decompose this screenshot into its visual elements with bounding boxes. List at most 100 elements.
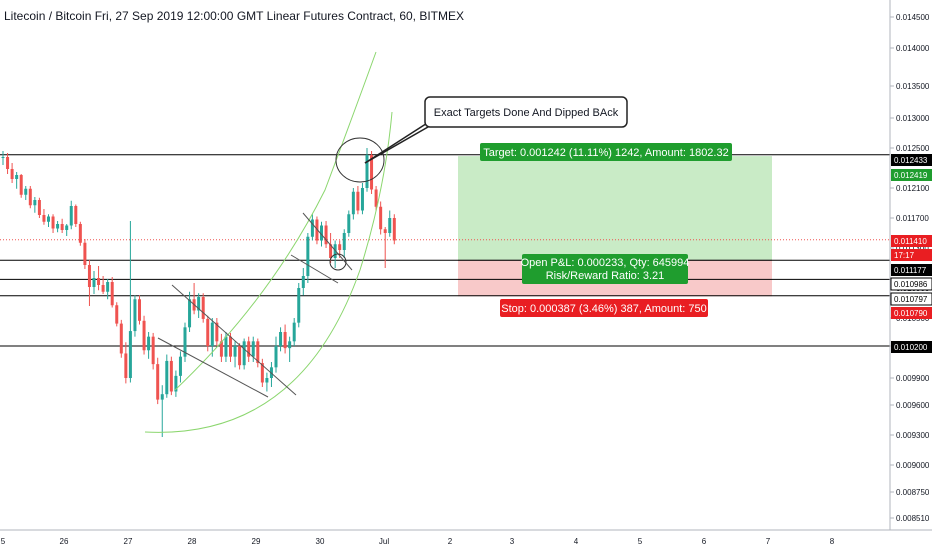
candle-body — [97, 278, 101, 285]
x-axis-label: 5 — [638, 537, 643, 546]
candle-body — [365, 155, 369, 188]
arc-curve-lower — [144, 111, 393, 433]
x-axis-label: 7 — [766, 537, 771, 546]
candle-body — [374, 189, 378, 207]
candle — [201, 293, 205, 323]
candle-body — [178, 356, 182, 376]
candle-body — [128, 331, 132, 378]
candle — [392, 214, 396, 245]
candle — [365, 148, 369, 192]
price-label-bg — [890, 292, 932, 306]
candle-body — [78, 224, 82, 243]
stop-label: Stop: 0.000387 (3.46%) 387, Amount: 750 — [501, 303, 706, 315]
candle-body — [338, 244, 342, 250]
callout-pointer — [364, 119, 433, 164]
candle-body — [320, 225, 323, 241]
arc-curve-upper — [174, 51, 377, 391]
candle — [279, 327, 283, 352]
candle-body — [229, 336, 232, 357]
x-axis-label: 4 — [574, 537, 579, 546]
callout-text: Exact Targets Done And Dipped BAck — [434, 107, 619, 119]
price-label-bg — [891, 307, 932, 319]
price-label-bg — [891, 341, 932, 353]
candle-body — [283, 332, 287, 349]
price-label: 0.010797 — [894, 295, 928, 304]
candle — [247, 336, 251, 362]
candle — [306, 233, 310, 283]
y-axis-label: 0.012500 — [896, 144, 930, 153]
y-axis-label: 0.012100 — [896, 184, 930, 193]
candle — [301, 268, 305, 296]
price-label: 0.011410 — [894, 237, 927, 246]
candle — [215, 318, 219, 346]
candle-body — [110, 282, 114, 306]
candle — [292, 318, 296, 346]
candle — [110, 277, 114, 308]
candle-body — [87, 265, 91, 287]
candle-body — [28, 188, 32, 206]
candle — [192, 283, 196, 315]
candle-body — [156, 364, 160, 400]
price-label-bg — [891, 264, 932, 276]
candle — [374, 186, 378, 211]
price-label-bg — [891, 235, 932, 247]
candle-body — [224, 336, 228, 357]
candle-body — [342, 233, 346, 250]
y-axis-label: 0.014000 — [896, 44, 930, 53]
candle-body — [301, 276, 305, 288]
trendline — [171, 284, 297, 396]
candle — [347, 210, 351, 237]
candle-body — [56, 224, 60, 229]
price-label: 0.012433 — [894, 156, 928, 165]
x-axis-label: 5 — [1, 537, 6, 546]
candle — [265, 372, 269, 392]
candle-body — [392, 218, 396, 241]
candle-body — [188, 299, 192, 328]
candle-body — [60, 224, 64, 230]
candle — [256, 338, 260, 368]
y-axis-label: 0.009600 — [896, 401, 930, 410]
candle — [297, 283, 301, 328]
trendline — [157, 337, 269, 398]
candle — [160, 385, 164, 437]
candle — [51, 214, 55, 233]
candle — [315, 216, 319, 245]
candle-body — [19, 175, 23, 195]
candle — [219, 333, 223, 362]
candle — [92, 271, 96, 294]
candle-body — [142, 320, 146, 351]
price-label: 0.010986 — [894, 280, 928, 289]
candle — [197, 293, 201, 318]
candle — [65, 224, 69, 236]
candle-body — [370, 155, 374, 190]
candle — [310, 214, 314, 241]
y-axis-label: 0.011300 — [896, 244, 929, 253]
candle-body — [160, 394, 164, 400]
candle-body — [388, 218, 392, 233]
candle-body — [297, 288, 301, 323]
candle — [101, 276, 105, 294]
candle — [10, 163, 14, 183]
candle — [379, 201, 383, 235]
y-axis-label: 0.009300 — [896, 431, 930, 440]
candle — [83, 239, 87, 269]
candle-body — [238, 346, 242, 366]
candle-body — [310, 219, 314, 237]
candle — [251, 336, 255, 362]
candle — [233, 341, 237, 368]
target-zone — [458, 156, 772, 261]
candle-body — [165, 360, 169, 395]
candle-body — [356, 191, 360, 211]
y-axis-label: 0.008510 — [896, 514, 930, 523]
candle — [24, 186, 28, 200]
price-label: 17:17 — [894, 251, 915, 260]
candle — [151, 332, 155, 370]
candle-body — [169, 360, 173, 392]
candle — [42, 209, 46, 225]
candle — [388, 210, 392, 237]
candle-body — [65, 225, 69, 230]
candle-body — [265, 378, 269, 383]
candle-body — [347, 214, 351, 233]
